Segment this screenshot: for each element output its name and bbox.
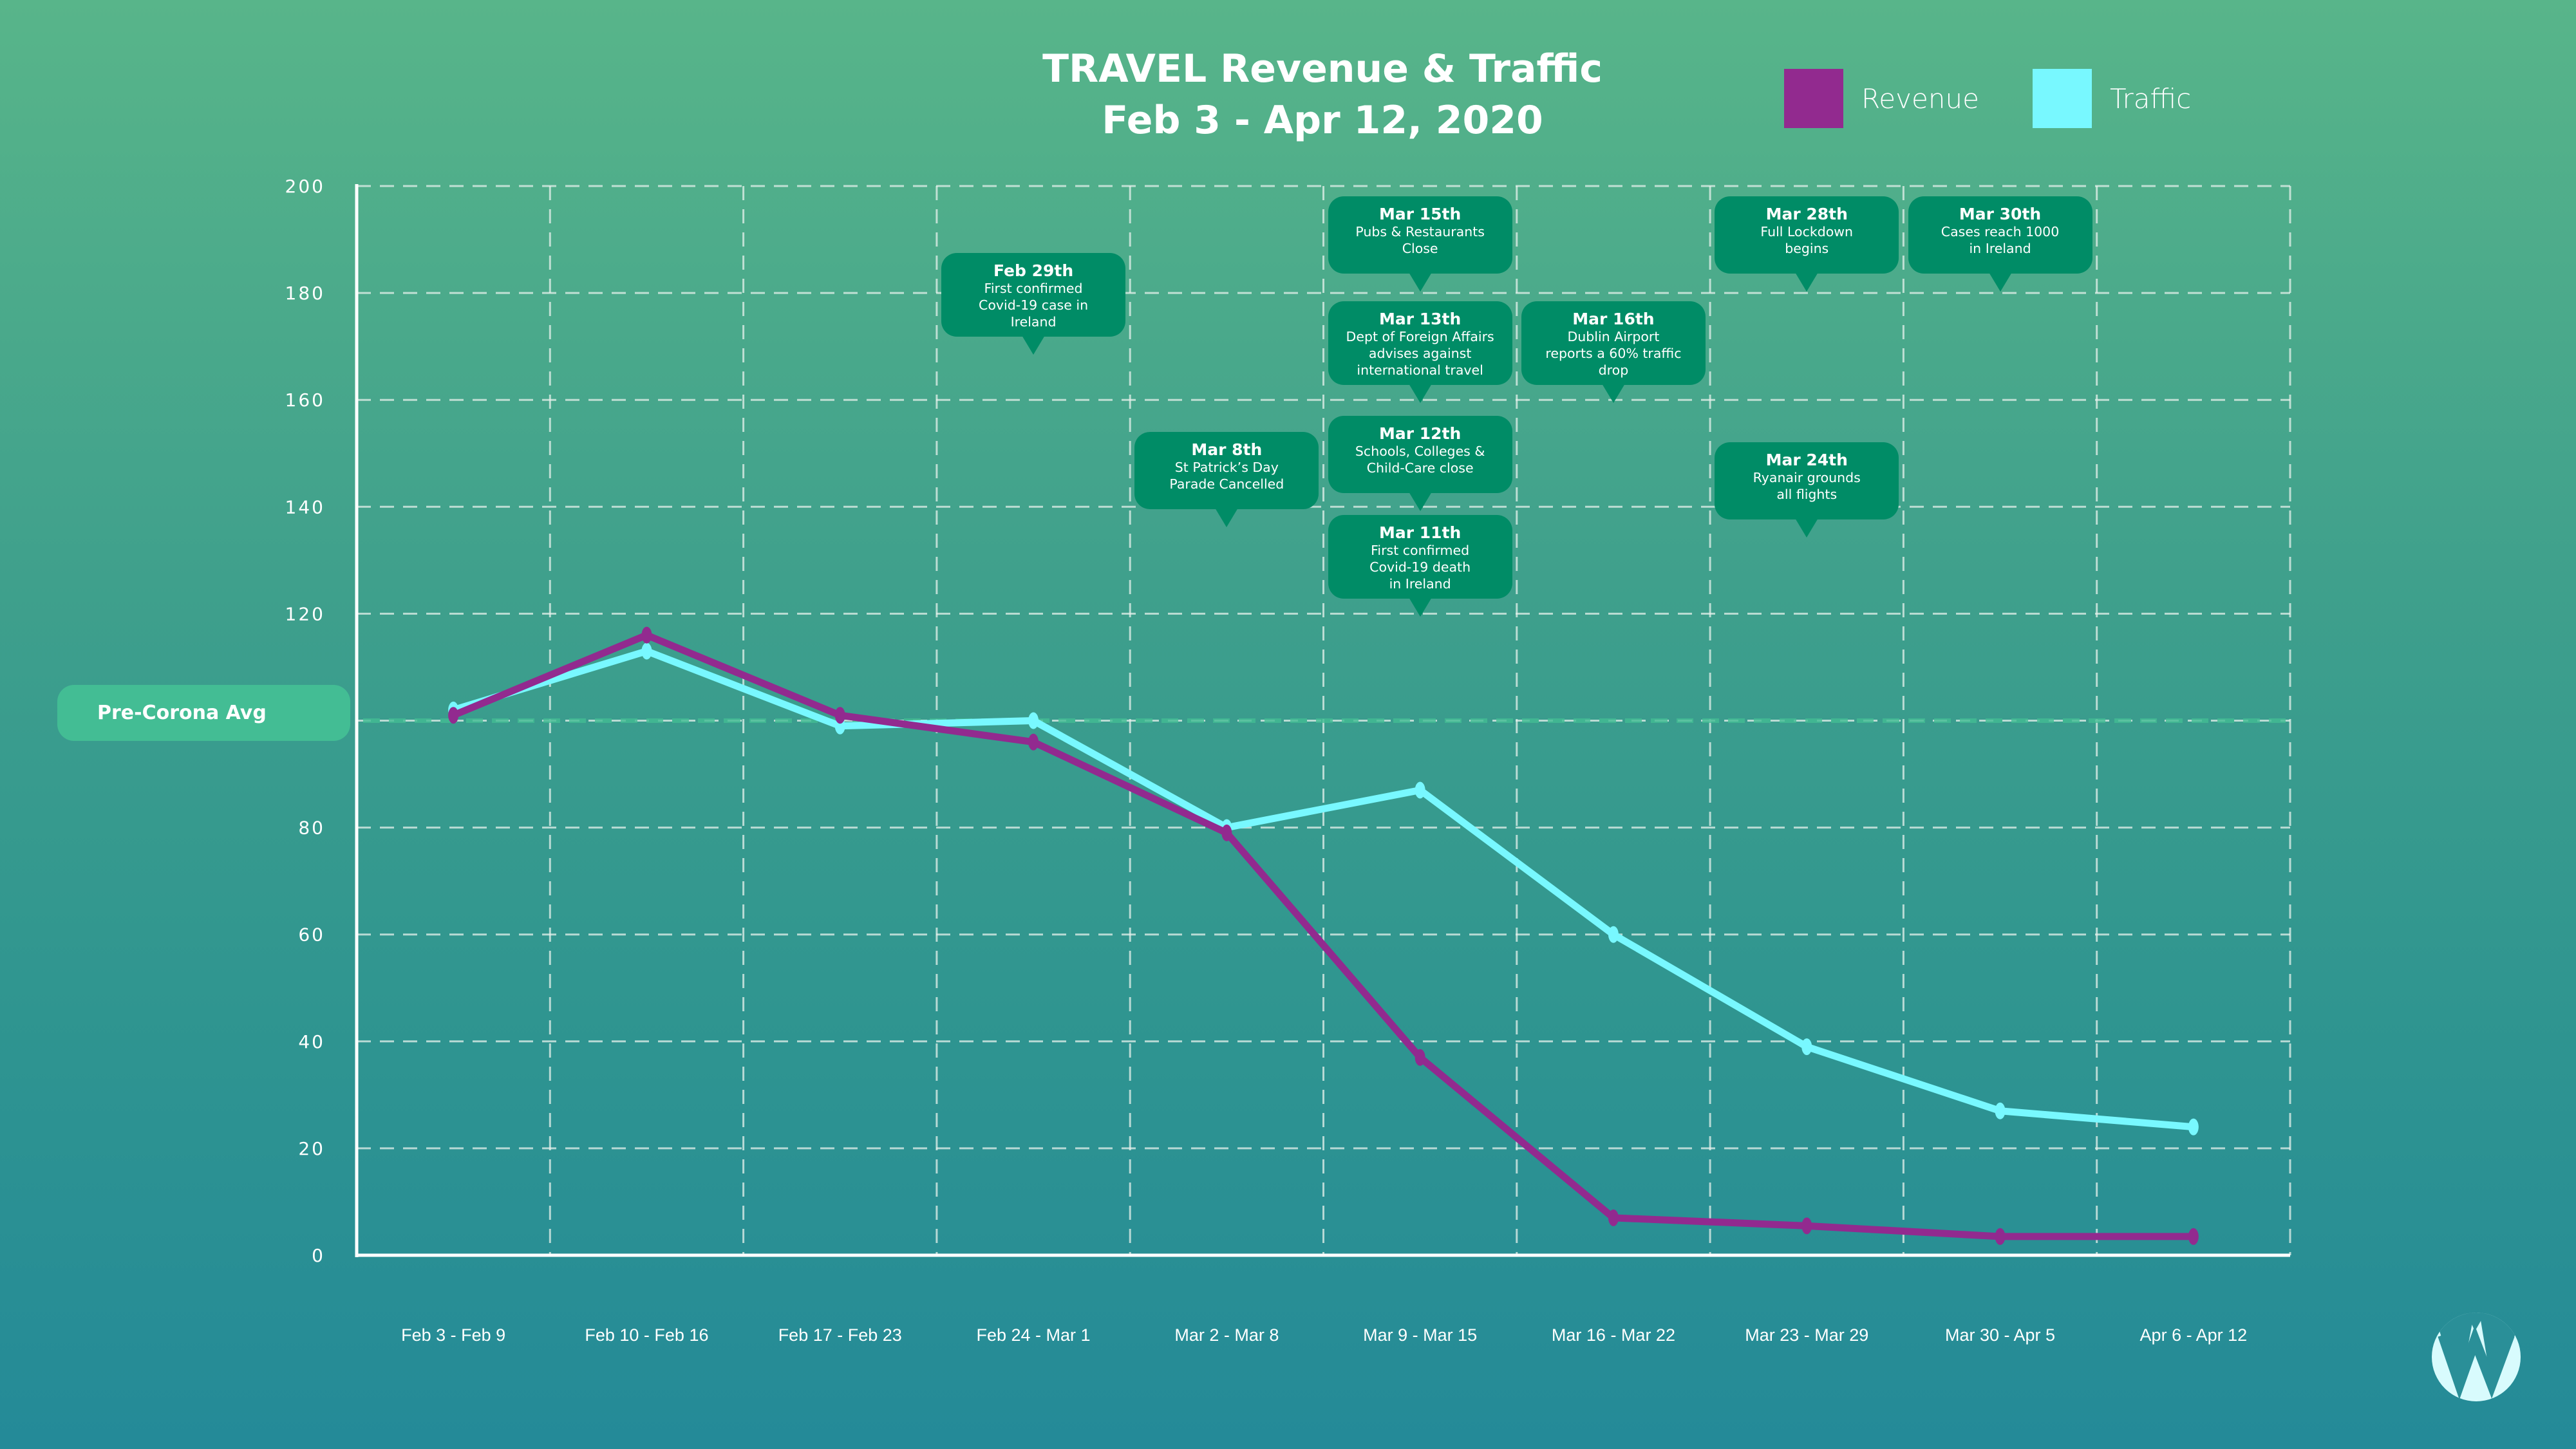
legend-item-traffic: Traffic: [2033, 69, 2191, 128]
annotation-callout: Mar 11th First confirmed Covid-19 death i…: [1328, 514, 1512, 599]
x-tick-label: Mar 9 - Mar 15: [1363, 1325, 1477, 1345]
annotation-text: Ryanair grounds all flights: [1753, 470, 1861, 503]
legend-item-revenue: Revenue: [1784, 69, 1979, 128]
data-point-revenue[interactable]: [1995, 1228, 2006, 1245]
legend-label-revenue: Revenue: [1861, 82, 1979, 115]
annotation-date: Mar 13th: [1378, 309, 1462, 328]
x-tick-label: Mar 23 - Mar 29: [1745, 1325, 1868, 1345]
y-tick-label: 140: [285, 496, 325, 518]
annotation-text: St Patrick’s Day Parade Cancelled: [1169, 459, 1284, 492]
y-tick-label: 200: [285, 176, 325, 197]
data-point-traffic[interactable]: [2188, 1118, 2199, 1136]
annotation-date: Mar 24th: [1765, 451, 1848, 470]
annotation-date: Mar 15th: [1378, 205, 1462, 224]
annotation-text: First confirmed Covid-19 case in Ireland: [979, 280, 1089, 330]
y-tick-label: 120: [285, 603, 325, 624]
annotation-callout: Mar 16th Dublin Airport reports a 60% tra…: [1521, 301, 1706, 385]
grid: [357, 185, 2291, 1255]
data-point-revenue[interactable]: [1028, 733, 1039, 751]
y-tick-label: 0: [312, 1245, 325, 1266]
annotation-callout: Mar 28th Full Lockdown begins: [1715, 196, 1899, 274]
annotation-date: Mar 12th: [1378, 424, 1462, 443]
x-tick-label: Mar 16 - Mar 22: [1552, 1325, 1675, 1345]
y-tick-label: 60: [298, 924, 325, 946]
x-tick-label: Feb 3 - Feb 9: [401, 1325, 505, 1345]
chart-title-line1: TRAVEL Revenue & Traffic: [1042, 46, 1603, 91]
data-point-revenue[interactable]: [448, 707, 459, 724]
data-point-traffic[interactable]: [1801, 1038, 1812, 1056]
y-tick-label: 160: [285, 389, 325, 411]
annotation-date: Mar 8th: [1191, 440, 1263, 459]
data-point-revenue[interactable]: [1415, 1049, 1425, 1066]
chart-title-line2: Feb 3 - Apr 12, 2020: [1102, 98, 1543, 143]
annotation-callout: Mar 8th St Patrick’s Day Parade Cancelled: [1134, 431, 1319, 509]
annotation-callout: Mar 30th Cases reach 1000 in Ireland: [1908, 196, 2092, 274]
annotation-callout: Mar 12th Schools, Colleges & Child-Care c…: [1328, 415, 1512, 493]
annotation-date: Mar 28th: [1765, 205, 1848, 224]
series-lines: [448, 626, 2199, 1245]
data-point-traffic[interactable]: [1415, 781, 1425, 799]
x-tick-labels: Feb 3 - Feb 9 Feb 10 - Feb 16 Feb 17 - Feb…: [401, 1325, 2247, 1345]
data-point-traffic[interactable]: [1995, 1102, 2006, 1119]
data-point-traffic[interactable]: [1028, 712, 1039, 729]
annotation-callout: Feb 29th First confirmed Covid-19 case in…: [941, 252, 1126, 337]
w-logo-icon: [2432, 1313, 2521, 1401]
annotation-callout: Mar 15th Pubs & Restaurants Close: [1328, 196, 1512, 274]
annotation-text: Schools, Colleges & Child-Care close: [1355, 443, 1485, 476]
data-point-revenue[interactable]: [1801, 1217, 1812, 1235]
pre-corona-avg-label: Pre-Corona Avg: [57, 685, 350, 741]
legend-swatch-traffic: [2033, 69, 2092, 128]
annotation-callout: Mar 13th Dept of Foreign Affairs advises …: [1328, 301, 1512, 385]
data-point-revenue[interactable]: [1608, 1209, 1619, 1226]
x-tick-label: Feb 10 - Feb 16: [585, 1325, 708, 1345]
data-point-traffic[interactable]: [641, 642, 652, 660]
data-point-revenue[interactable]: [2188, 1228, 2199, 1245]
annotation-date: Mar 16th: [1572, 309, 1655, 328]
annotation-callout: Mar 24th Ryanair grounds all flights: [1715, 442, 1899, 520]
annotation-text: Dublin Airport reports a 60% traffic dro…: [1545, 328, 1682, 378]
x-tick-label: Mar 2 - Mar 8: [1174, 1325, 1279, 1345]
data-point-revenue[interactable]: [641, 626, 652, 644]
y-tick-label: 20: [298, 1138, 325, 1159]
x-tick-label: Apr 6 - Apr 12: [2140, 1325, 2248, 1345]
annotation-date: Feb 29th: [993, 261, 1074, 280]
y-tick-label: 180: [285, 283, 325, 304]
y-tick-label: 40: [298, 1031, 325, 1052]
annotation-text: Pubs & Restaurants Close: [1355, 224, 1485, 257]
x-tick-label: Feb 24 - Mar 1: [977, 1325, 1091, 1345]
annotation-text: First confirmed Covid-19 death in Irelan…: [1369, 542, 1471, 592]
annotation-text: Cases reach 1000 in Ireland: [1941, 224, 2060, 257]
x-tick-label: Mar 30 - Apr 5: [1945, 1325, 2055, 1345]
axes: [355, 184, 2290, 1257]
series-line-revenue: [452, 631, 2194, 1240]
annotation-text: Full Lockdown begins: [1760, 224, 1854, 257]
data-point-traffic[interactable]: [1608, 926, 1619, 943]
data-point-revenue[interactable]: [834, 707, 845, 724]
legend-label-traffic: Traffic: [2110, 82, 2192, 115]
annotation-text: Dept of Foreign Affairs advises against …: [1346, 328, 1494, 378]
annotation-date: Mar 11th: [1378, 523, 1462, 542]
legend-swatch-revenue: [1784, 69, 1843, 128]
series-line-traffic: [452, 648, 2194, 1131]
y-tick-label: 80: [298, 818, 325, 839]
data-point-revenue[interactable]: [1221, 824, 1232, 841]
x-tick-label: Feb 17 - Feb 23: [778, 1325, 902, 1345]
annotation-date: Mar 30th: [1959, 205, 2042, 224]
